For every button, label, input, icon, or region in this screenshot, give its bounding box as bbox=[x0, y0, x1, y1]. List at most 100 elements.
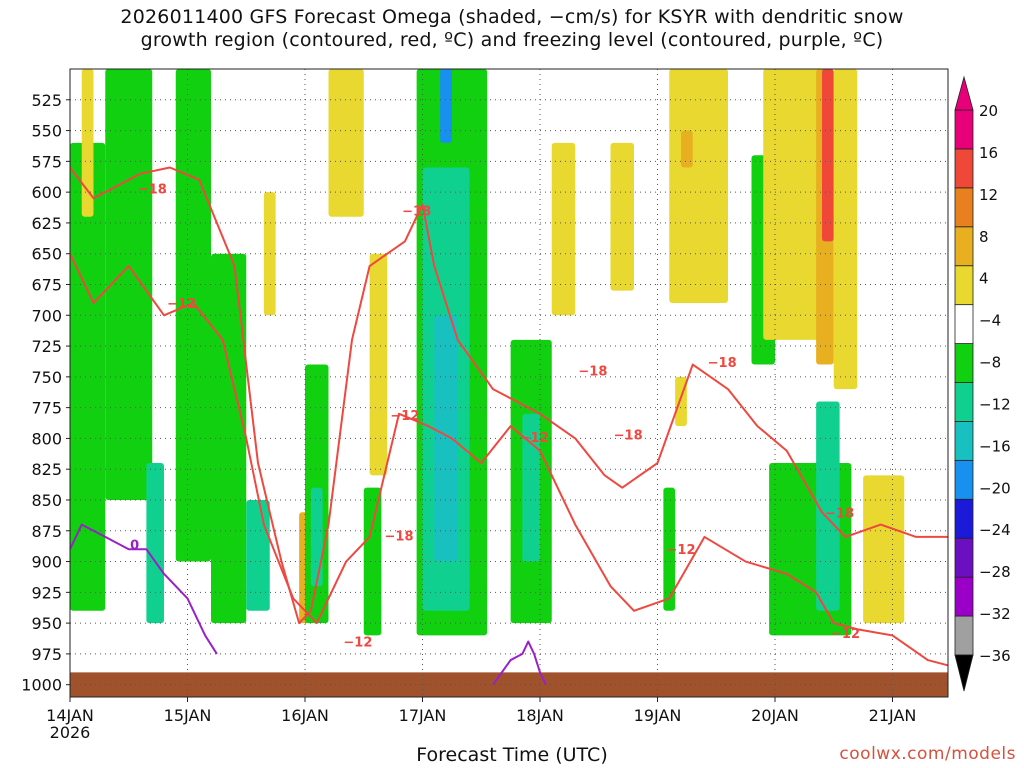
plot-frame bbox=[69, 68, 949, 698]
omega-cell-7 bbox=[175, 69, 211, 562]
x-tick-label-14JAN: 14JAN bbox=[46, 706, 94, 725]
plot-area: −18 −18 −18 −18 −18 −18 −18 −12 −12 −12 −12 −12 −12 0 bbox=[69, 68, 949, 698]
omega-cell-13 bbox=[310, 487, 323, 587]
x-axis-label: Forecast Time (UTC) bbox=[416, 744, 608, 766]
y-tick-label-775: 775 bbox=[31, 399, 62, 418]
y-axis: 525 550 575 600 625 650 675 700 725 750 775 800 825 8… bbox=[21, 91, 70, 695]
colorbar-seg-11 bbox=[954, 187, 974, 228]
contour-label-0-6: −18 bbox=[825, 506, 854, 521]
omega-cell-26 bbox=[669, 69, 728, 303]
omega-cell-8 bbox=[211, 253, 247, 624]
y-tick-label-950: 950 bbox=[31, 614, 62, 633]
y-tick-label-650: 650 bbox=[31, 245, 62, 264]
y-tick-label-925: 925 bbox=[31, 583, 62, 602]
site-credit[interactable]: coolwx.com/models bbox=[839, 744, 1016, 764]
omega-cell-32 bbox=[822, 69, 834, 242]
omega-cell-1 bbox=[70, 142, 106, 611]
contour-label-2-0: 0 bbox=[130, 538, 139, 553]
contour-label-0-4: −18 bbox=[614, 429, 643, 444]
colorbar-seg-0 bbox=[954, 615, 974, 656]
colorbar-label-11: −28 bbox=[979, 563, 1011, 581]
y-tick-label-625: 625 bbox=[31, 214, 62, 233]
omega-cell-24 bbox=[610, 142, 634, 291]
omega-cell-23 bbox=[551, 142, 576, 316]
colorbar-seg-3 bbox=[954, 498, 974, 539]
y-tick-label-900: 900 bbox=[31, 553, 62, 572]
colorbar: 20 16 12 8 4 −4 −8 −12 −16 −20 −24 −28 −32 −36 bbox=[954, 75, 1011, 692]
omega-cell-6 bbox=[146, 463, 164, 624]
contour-3 bbox=[492, 640, 547, 686]
y-tick-label-525: 525 bbox=[31, 91, 62, 110]
contour-label-1-5: −12 bbox=[831, 627, 860, 642]
contour-label-0-5: −18 bbox=[708, 356, 737, 371]
omega-cell-20 bbox=[440, 69, 452, 143]
x-tick-label-20JAN: 20JAN bbox=[751, 706, 799, 725]
colorbar-label-5: −4 bbox=[979, 312, 1001, 330]
colorbar-label-12: −32 bbox=[979, 605, 1011, 623]
omega-cell-33 bbox=[833, 69, 858, 390]
title-line-2: growth region (contoured, red, ºC) and f… bbox=[140, 29, 884, 51]
colorbar-seg-5 bbox=[954, 421, 974, 461]
omega-cell-5 bbox=[105, 69, 153, 500]
y-tick-label-1000: 1000 bbox=[21, 676, 62, 695]
colorbar-bottom-arrow bbox=[954, 654, 974, 692]
omega-chart: −18 −18 −18 −18 −18 −18 −18 −12 −12 −12 −12 −12 −12 0… bbox=[21, 68, 1011, 742]
y-tick-label-750: 750 bbox=[31, 368, 62, 387]
colorbar-seg-1 bbox=[954, 576, 974, 617]
colorbar-label-10: −24 bbox=[979, 521, 1011, 539]
y-tick-label-600: 600 bbox=[31, 183, 62, 202]
colorbar-seg-12 bbox=[954, 148, 974, 189]
terrain-band bbox=[70, 672, 948, 697]
colorbar-label-3: 8 bbox=[979, 228, 989, 246]
colorbar-label-1: 16 bbox=[979, 144, 998, 162]
colorbar-label-13: −36 bbox=[979, 647, 1011, 665]
title-line-1: 2026011400 GFS Forecast Omega (shaded, −… bbox=[120, 6, 904, 28]
contour-label-1-3: −12 bbox=[520, 431, 549, 446]
colorbar-seg-9 bbox=[954, 265, 974, 306]
y-tick-label-875: 875 bbox=[31, 522, 62, 541]
y-tick-label-850: 850 bbox=[31, 491, 62, 510]
colorbar-label-2: 12 bbox=[979, 186, 998, 204]
colorbar-label-4: 4 bbox=[979, 270, 989, 288]
omega-cell-36 bbox=[863, 475, 905, 624]
y-tick-label-975: 975 bbox=[31, 645, 62, 664]
colorbar-top-arrow bbox=[954, 75, 974, 111]
colorbar-label-9: −20 bbox=[979, 479, 1011, 497]
omega-cell-35 bbox=[816, 401, 840, 611]
contour-lines bbox=[70, 166, 948, 686]
y-tick-label-725: 725 bbox=[31, 337, 62, 356]
x-tick-label-15JAN: 15JAN bbox=[164, 706, 212, 725]
colorbar-seg-10 bbox=[954, 226, 974, 267]
contour-2 bbox=[70, 523, 218, 655]
contour-labels: −18 −18 −18 −18 −18 −18 −18 −12 −12 −12 −12 −12 −12 0 bbox=[130, 182, 860, 650]
contour-1 bbox=[70, 253, 948, 667]
omega-cell-9 bbox=[246, 499, 270, 611]
contour-label-1-0: −12 bbox=[167, 297, 196, 312]
omega-cell-10 bbox=[263, 192, 276, 316]
omega-cell-22 bbox=[522, 413, 540, 562]
colorbar-label-6: −8 bbox=[979, 354, 1001, 372]
contour-label-1-4: −12 bbox=[667, 543, 696, 558]
x-tick-label-21JAN: 21JAN bbox=[869, 706, 917, 725]
contour-label-1-2: −12 bbox=[390, 409, 419, 424]
x-tick-label-17JAN: 17JAN bbox=[399, 706, 447, 725]
y-tick-label-550: 550 bbox=[31, 122, 62, 141]
colorbar-seg-7 bbox=[954, 343, 974, 383]
omega-shading bbox=[70, 69, 905, 636]
colorbar-label-0: 20 bbox=[979, 102, 998, 120]
colorbar-seg-4 bbox=[954, 459, 974, 500]
x-tick-label-16JAN: 16JAN bbox=[281, 706, 329, 725]
omega-cell-27 bbox=[681, 130, 693, 168]
colorbar-seg-6 bbox=[954, 382, 974, 422]
colorbar-seg-13 bbox=[954, 109, 974, 150]
contour-label-0-0: −18 bbox=[138, 182, 167, 197]
terrain-fill bbox=[70, 672, 948, 697]
contour-label-0-3: −18 bbox=[578, 365, 607, 380]
contour-label-0-2: −18 bbox=[402, 205, 431, 220]
contour-label-0-1: −18 bbox=[385, 530, 414, 545]
contour-0 bbox=[70, 166, 948, 625]
omega-cell-14 bbox=[328, 69, 364, 217]
y-tick-label-800: 800 bbox=[31, 429, 62, 448]
x-tick-sublabel: 2026 bbox=[50, 723, 91, 742]
